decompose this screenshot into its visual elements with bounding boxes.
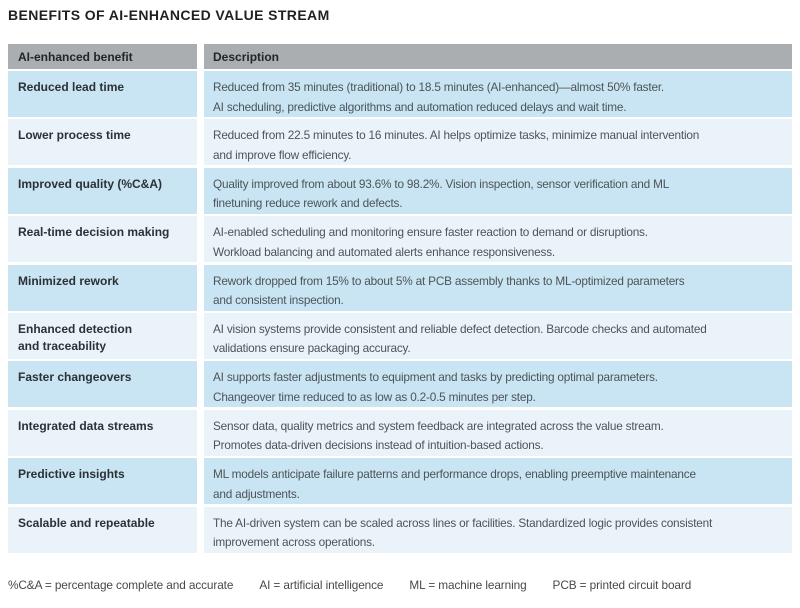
description-cell: AI supports faster adjustments to equipm… [204, 361, 792, 408]
description-cell: AI-enabled scheduling and monitoring ens… [204, 216, 792, 263]
benefit-line: Improved quality (%C&A) [18, 176, 163, 191]
description-line: Reduced from 35 minutes (traditional) to… [213, 80, 664, 94]
benefit-line: Lower process time [18, 128, 131, 143]
description-cell: ML models anticipate failure patterns an… [204, 458, 792, 505]
benefit-cell: Integrated data streams [8, 409, 197, 456]
table-body: Reduced lead time Reduced from 35 minutes… [8, 71, 792, 553]
description-cell: AI vision systems provide consistent and… [204, 312, 792, 359]
benefit-cell: Reduced lead time [8, 71, 197, 117]
footnote-ml: ML = machine learning [409, 578, 527, 592]
footnote-pca: %C&A = percentage complete and accurate [8, 578, 234, 592]
benefit-cell: Lower process time [8, 119, 197, 166]
description-cell: Sensor data, quality metrics and system … [204, 409, 792, 456]
description-line: Reduced from 22.5 minutes to 16 minutes.… [213, 128, 700, 143]
benefit-line: Faster changeovers [18, 370, 132, 385]
table-row: Reduced lead time Reduced from 35 minutes… [8, 71, 792, 117]
benefit-cell: Scalable and repeatable [8, 506, 197, 553]
benefit-cell: Real-time decision making [8, 216, 197, 263]
description-line: Rework dropped from 15% to about 5% at P… [213, 273, 685, 288]
table-row: Minimized rework Rework dropped from 15% … [8, 264, 792, 311]
description-line: The AI-driven system can be scaled acros… [213, 515, 713, 530]
footnote-ai: AI = artificial intelligence [259, 578, 384, 592]
table-row: Real-time decision making AI-enabled sche… [8, 216, 792, 263]
page-title: BENEFITS OF AI-ENHANCED VALUE STREAM [8, 7, 330, 23]
description-line: improvement across operations. [213, 535, 375, 550]
table-row: Predictive insights ML models anticipate … [8, 458, 792, 505]
table-row: Scalable and repeatable The AI-driven sys… [8, 506, 792, 553]
benefit-cell: Enhanced detection and traceability [8, 312, 197, 359]
footnotes: %C&A = percentage complete and accurate … [8, 578, 691, 592]
description-line: Changeover time reduced to as low as 0.2… [213, 389, 536, 404]
description-line: ML models anticipate failure patterns an… [213, 467, 696, 482]
benefit-line: Enhanced detection [18, 321, 133, 336]
table-row: Improved quality (%C&A) Quality improved … [8, 167, 792, 214]
description-line: and adjustments. [213, 486, 300, 501]
description-line: and consistent inspection. [213, 293, 344, 308]
description-line: Sensor data, quality metrics and system … [213, 418, 664, 433]
table-row: Integrated data streams Sensor data, qual… [8, 409, 792, 456]
description-cell: The AI-driven system can be scaled acros… [204, 506, 792, 553]
description-cell: Rework dropped from 15% to about 5% at P… [204, 264, 792, 311]
description-line: Workload balancing and automated alerts … [213, 244, 555, 259]
table-header-row: AI-enhanced benefit Description [8, 44, 792, 69]
benefit-line: Reduced lead time [18, 80, 125, 94]
description-line: Promotes data-driven decisions instead o… [213, 438, 544, 453]
benefit-line: Minimized rework [18, 273, 119, 288]
description-line: finetuning reduce rework and defects. [213, 196, 403, 211]
benefit-cell: Faster changeovers [8, 361, 197, 408]
footnote-pcb: PCB = printed circuit board [552, 578, 692, 592]
description-line: AI scheduling, predictive algorithms and… [213, 99, 627, 114]
description-cell: Reduced from 35 minutes (traditional) to… [204, 71, 792, 117]
description-line: and improve flow efficiency. [213, 147, 352, 162]
benefit-cell: Minimized rework [8, 264, 197, 311]
description-cell: Reduced from 22.5 minutes to 16 minutes.… [204, 119, 792, 166]
description-line: AI vision systems provide consistent and… [213, 321, 707, 336]
benefits-table: AI-enhanced benefit Description Reduced … [8, 44, 792, 555]
table-row: Enhanced detection and traceability AI vis… [8, 312, 792, 359]
description-line: AI supports faster adjustments to equipm… [213, 370, 658, 385]
column-header-description: Description [204, 44, 792, 69]
benefit-line: Real-time decision making [18, 225, 170, 240]
benefit-line: Predictive insights [18, 467, 125, 482]
benefit-cell: Improved quality (%C&A) [8, 167, 197, 214]
benefit-line: Integrated data streams [18, 418, 154, 433]
description-line: Quality improved from about 93.6% to 98.… [213, 176, 670, 191]
benefit-cell: Predictive insights [8, 458, 197, 505]
description-cell: Quality improved from about 93.6% to 98.… [204, 167, 792, 214]
benefit-line: Scalable and repeatable [18, 515, 155, 530]
description-line: AI-enabled scheduling and monitoring ens… [213, 225, 648, 240]
column-header-benefit: AI-enhanced benefit [8, 44, 197, 69]
table-row: Faster changeovers AI supports faster adj… [8, 361, 792, 408]
benefit-line: and traceability [18, 338, 107, 353]
table-row: Lower process time Reduced from 22.5 minu… [8, 119, 792, 166]
description-line: validations ensure packaging accuracy. [213, 341, 411, 356]
